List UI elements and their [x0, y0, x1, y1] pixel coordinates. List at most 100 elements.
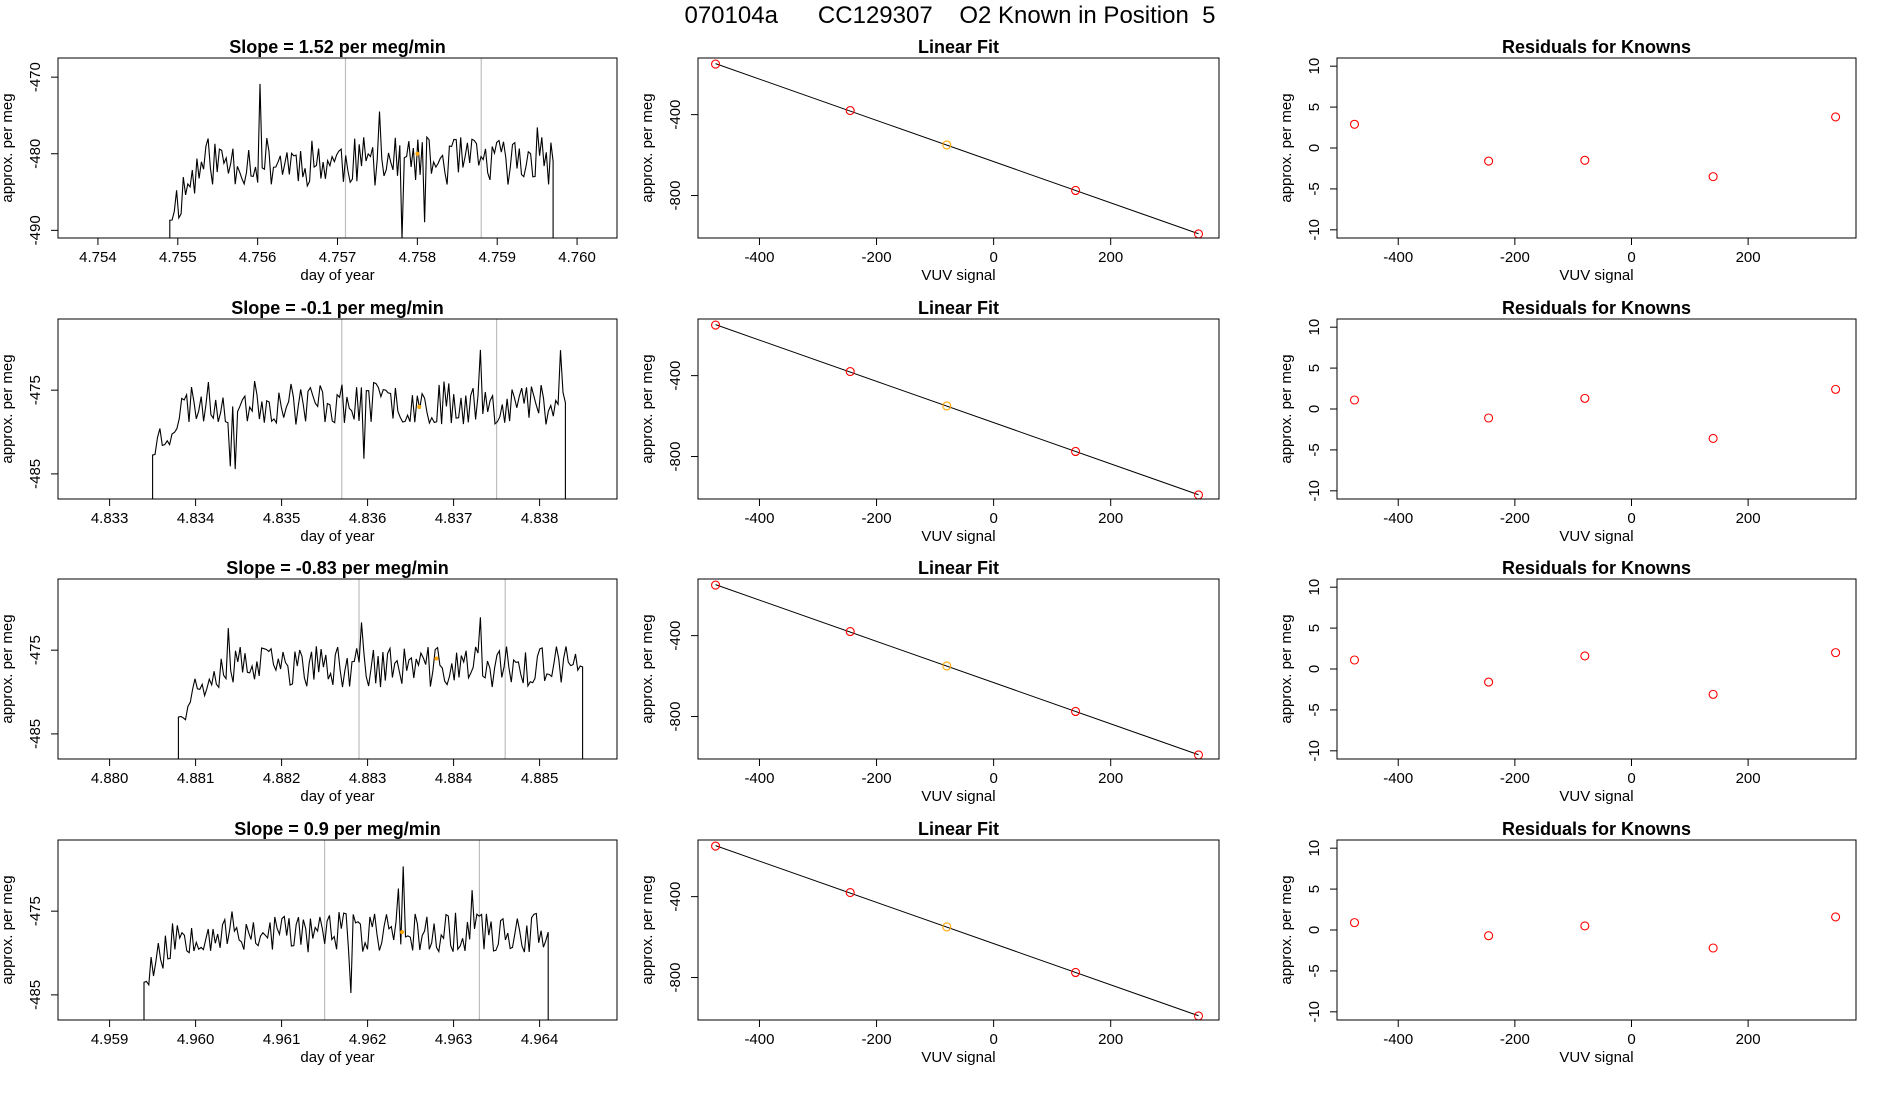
data-point — [845, 888, 855, 898]
y-axis-label: approx. per meg — [1278, 354, 1295, 463]
residual-point — [1831, 648, 1841, 658]
y-tick-label: -475 — [27, 375, 44, 405]
y-tick-label: 10 — [1306, 319, 1323, 336]
y-tick-label: 5 — [1306, 624, 1323, 632]
data-point — [711, 580, 721, 590]
panel-title: Slope = 0.9 per meg/min — [234, 819, 441, 839]
data-point — [1193, 229, 1204, 238]
y-axis-label: approx. per meg — [639, 875, 656, 984]
chart-panel-0-linear_fit: Linear Fit -400 -200 0 200 VUV signal -800 -400… — [639, 37, 1220, 284]
plot-content — [58, 58, 554, 238]
y-tick-label: -10 — [1306, 1001, 1323, 1023]
x-tick-label: 4.756 — [239, 249, 277, 266]
x-axis-label: VUV signal — [921, 1049, 995, 1066]
data-point — [942, 922, 952, 932]
chart-panel-3-timeseries: Slope = 0.9 per meg/min 4.959 4.960 4.961 4.… — [0, 819, 618, 1066]
plot-frame — [697, 318, 1220, 500]
residual-point — [1484, 931, 1494, 941]
residual-point — [1580, 393, 1590, 403]
y-axis-label: approx. per meg — [1278, 93, 1295, 202]
x-tick-label: 4.964 — [521, 1031, 559, 1048]
y-tick-label: 10 — [1306, 840, 1323, 857]
panel-title: Slope = -0.1 per meg/min — [231, 298, 444, 318]
y-tick-label: -10 — [1306, 219, 1323, 241]
plot-frame — [1336, 318, 1857, 500]
y-axis-label: approx. per meg — [0, 93, 16, 202]
y-tick-label: -800 — [667, 181, 684, 211]
residual-point — [1831, 384, 1841, 394]
x-tick-label: 4.833 — [91, 510, 129, 527]
y-tick-label: -485 — [27, 719, 44, 749]
y-tick-label: -475 — [27, 635, 44, 665]
data-point — [845, 627, 855, 637]
plot-content — [1349, 648, 1841, 699]
x-axis-label: day of year — [300, 267, 374, 284]
data-point — [1193, 490, 1204, 499]
x-tick-label: 4.836 — [349, 510, 387, 527]
residual-point — [1831, 912, 1841, 922]
series-line — [58, 83, 554, 238]
residual-point — [1484, 413, 1494, 423]
y-tick-label: -5 — [1306, 443, 1323, 456]
chart-panel-0-residuals: Residuals for Knowns -400 -200 0 200 VUV sign… — [1278, 37, 1857, 284]
residual-point — [1484, 677, 1494, 687]
x-tick-label: 0 — [1627, 1031, 1635, 1048]
plot-content — [58, 840, 549, 1020]
data-point — [711, 841, 721, 851]
plot-content — [711, 320, 1204, 499]
x-tick-label: 0 — [1627, 770, 1635, 787]
plot-frame — [57, 839, 618, 1021]
fit-line — [715, 584, 1199, 756]
plot-frame — [1336, 839, 1857, 1021]
data-point — [845, 106, 855, 116]
chart-panel-3-residuals: Residuals for Knowns -400 -200 0 200 VUV sign… — [1278, 819, 1857, 1066]
data-point — [1071, 706, 1081, 717]
y-tick-label: -10 — [1306, 740, 1323, 762]
x-tick-label: 4.880 — [91, 770, 129, 787]
x-axis-label: VUV signal — [921, 788, 995, 805]
x-axis-label: VUV signal — [921, 267, 995, 284]
x-tick-label: -400 — [1383, 770, 1413, 787]
y-axis-label: approx. per meg — [0, 875, 16, 984]
y-tick-label: 5 — [1306, 364, 1323, 372]
residual-point — [1349, 918, 1360, 928]
x-tick-label: 200 — [1736, 249, 1761, 266]
data-point — [1071, 446, 1081, 457]
plot-frame — [697, 839, 1220, 1021]
plot-frame — [57, 578, 618, 760]
x-tick-label: 0 — [1627, 510, 1635, 527]
plot-content — [58, 579, 584, 759]
x-tick-label: 0 — [989, 770, 997, 787]
x-tick-label: 4.760 — [558, 249, 596, 266]
x-tick-label: 200 — [1098, 249, 1123, 266]
data-point — [1193, 1011, 1204, 1020]
y-tick-label: -400 — [667, 621, 684, 651]
data-point — [1071, 967, 1081, 978]
y-tick-label: 0 — [1306, 144, 1323, 152]
x-tick-label: 200 — [1098, 770, 1123, 787]
data-point — [711, 59, 721, 69]
panel-title: Slope = -0.83 per meg/min — [226, 558, 449, 578]
x-tick-label: -200 — [862, 510, 892, 527]
plot-content — [711, 841, 1204, 1020]
x-tick-label: -400 — [744, 770, 774, 787]
figure-title: 070104a CC129307 O2 Known in Position 5 — [684, 2, 1216, 29]
plot-frame — [1336, 578, 1857, 760]
x-tick-label: -400 — [1383, 1031, 1413, 1048]
chart-panel-1-linear_fit: Linear Fit -400 -200 0 200 VUV signal -800 -400… — [639, 298, 1220, 545]
plot-frame — [697, 57, 1220, 239]
residual-point — [1708, 943, 1718, 953]
residual-point — [1708, 433, 1718, 444]
chart-panel-2-linear_fit: Linear Fit -400 -200 0 200 VUV signal -800 -400… — [639, 558, 1220, 805]
y-tick-label: -470 — [27, 62, 44, 92]
x-tick-label: 4.754 — [79, 249, 117, 266]
x-tick-label: -200 — [862, 770, 892, 787]
y-tick-label: -490 — [27, 215, 44, 245]
plot-frame — [57, 57, 618, 239]
y-axis-label: approx. per meg — [0, 354, 16, 463]
y-tick-label: -485 — [27, 459, 44, 489]
panel-title: Residuals for Knowns — [1502, 558, 1691, 578]
plot-content — [711, 580, 1204, 759]
fit-line — [715, 63, 1199, 235]
